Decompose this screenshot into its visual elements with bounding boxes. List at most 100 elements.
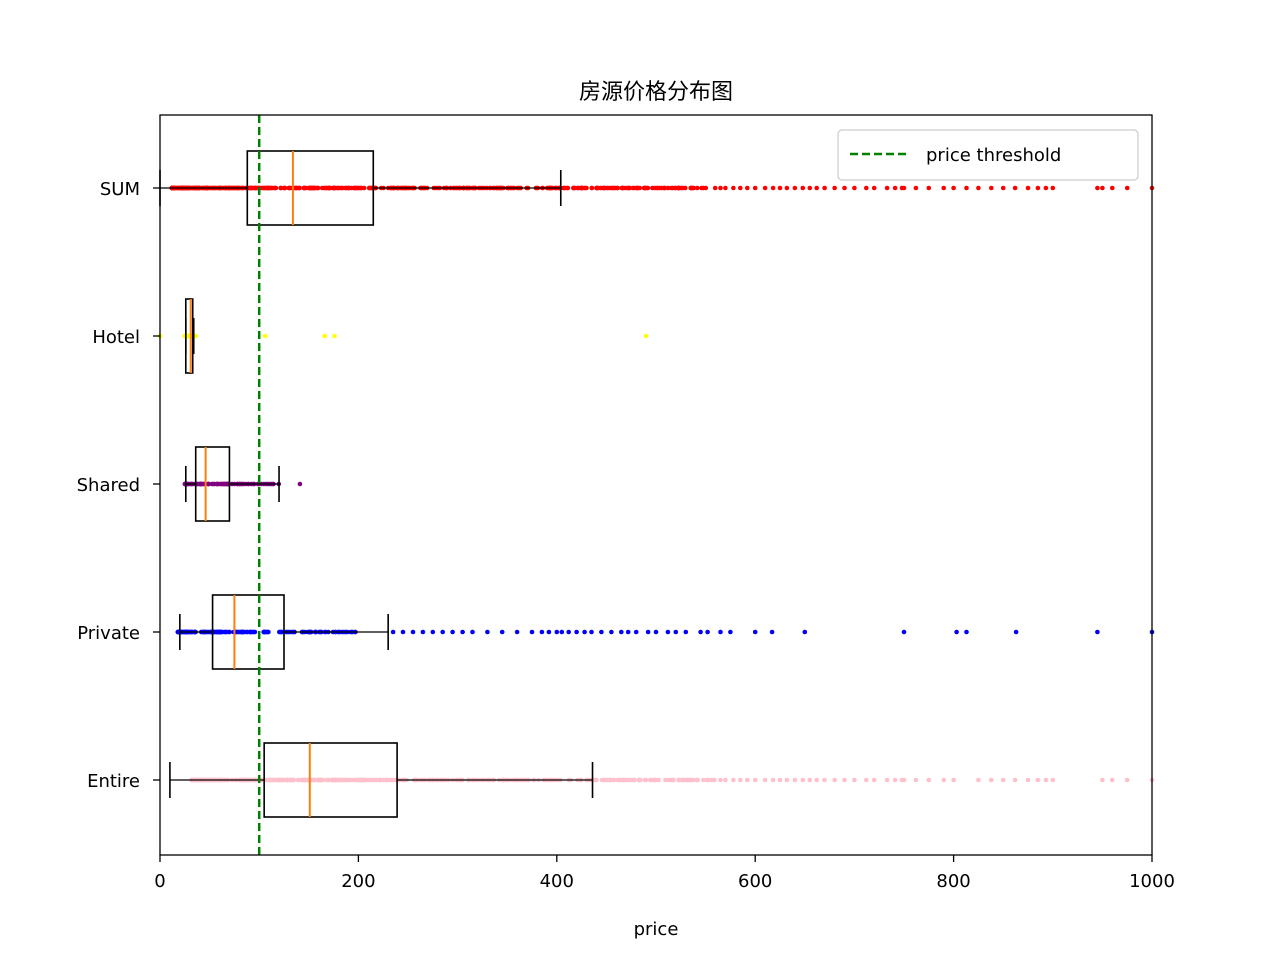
data-point [348,777,353,783]
iqr-box-private [211,594,285,670]
data-point [607,777,613,783]
outlier-point [718,777,723,783]
data-point [589,185,595,191]
data-point [609,185,615,191]
box-shared [184,446,280,522]
data-point [351,185,357,191]
outlier-point [770,185,776,191]
y-tick-label-hotel: Hotel [92,327,140,348]
outlier-point [1095,629,1100,635]
outlier-point [852,777,857,783]
data-point [323,185,329,191]
y-tick-label-private: Private [77,623,140,644]
outlier-point [832,185,837,191]
data-point [378,777,383,783]
outlier-point [762,185,768,191]
data-point [266,185,271,191]
outlier-point [1013,629,1019,635]
iqr-box-shared [194,446,231,522]
data-point [691,185,696,191]
outlier-point [941,185,946,191]
outlier-point [1050,185,1056,191]
data-points-private [175,629,1155,635]
data-point [296,777,302,783]
data-point [251,629,256,635]
data-point [654,185,660,191]
outlier-point [589,629,594,635]
x-tick-label: 0 [154,871,165,892]
data-point [367,777,373,783]
legend-label-threshold: price threshold [926,145,1061,166]
outlier-point [485,629,490,635]
data-point [301,185,307,191]
outlier-point [1095,185,1100,191]
outlier-point [832,777,837,783]
outlier-point [792,777,798,783]
outlier-point [529,629,535,635]
data-point [261,185,266,191]
outlier-point [989,777,994,783]
outlier-point [926,185,932,191]
data-point [216,629,222,635]
outlier-point [752,629,758,635]
outlier-point [619,629,624,635]
data-point [247,629,253,635]
data-point [642,777,648,783]
outlier-point [297,481,303,487]
data-point [651,777,656,783]
outlier-point [546,629,552,635]
outlier-point [574,629,579,635]
data-point [705,777,710,783]
outlier-point [1043,777,1049,783]
outlier-point [852,185,857,191]
data-point [277,629,282,635]
outlier-point [901,629,907,635]
data-point [300,777,306,783]
iqr-box-entire [263,742,398,818]
outlier-point [964,185,969,191]
data-point [282,185,288,191]
data-point [680,777,686,783]
outlier-point [784,777,790,783]
box-private [179,594,389,670]
outlier-point [913,185,919,191]
x-axis-label: price [634,919,679,940]
outlier-point [1124,185,1130,191]
data-point [274,777,279,783]
data-point [582,185,588,191]
outlier-point [539,629,545,635]
y-tick-label-entire: Entire [87,771,140,792]
iqr-box-hotel [184,298,194,374]
data-point [662,185,668,191]
data-point [290,777,296,783]
legend-frame [837,129,1139,181]
outlier-point [262,333,268,339]
y-tick-label-sum: SUM [100,179,140,200]
x-tick-label: 800 [936,871,970,892]
data-point [703,185,709,191]
data-point [215,481,221,487]
outlier-point [410,629,416,635]
outlier-point [1100,185,1105,191]
data-point [297,185,302,191]
data-point [598,185,603,191]
outlier-point [450,629,455,635]
plot-area-frame [159,114,1153,856]
outlier-point [802,629,808,635]
outlier-point [777,185,783,191]
outlier-point [814,185,819,191]
outlier-point [1100,777,1105,783]
outlier-point [976,777,981,783]
outlier-point [745,185,750,191]
data-points-entire [189,777,1155,783]
outlier-point [954,629,959,635]
outlier-point [784,185,790,191]
outlier-point [400,629,406,635]
x-tick-label: 1000 [1129,871,1175,892]
outlier-point [951,777,956,783]
x-tick-label: 200 [341,871,375,892]
outlier-point [609,629,614,635]
data-point [670,777,676,783]
data-point [244,629,250,635]
